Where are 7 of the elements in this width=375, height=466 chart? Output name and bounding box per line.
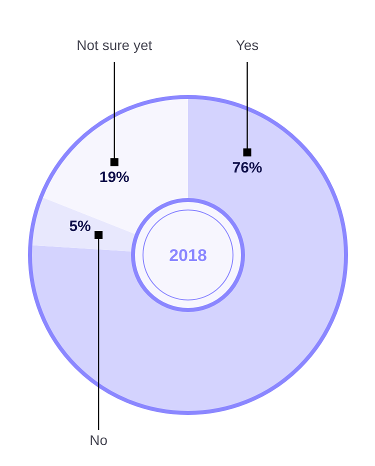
data-label: 5% (69, 218, 91, 235)
slice-label: No (90, 432, 108, 448)
data-label: 19% (99, 169, 130, 186)
text: 2018 (169, 246, 207, 265)
slice-label: Yes (236, 37, 259, 53)
data-label: 76% (232, 159, 262, 176)
slice-label: Not sure yet (76, 37, 152, 53)
